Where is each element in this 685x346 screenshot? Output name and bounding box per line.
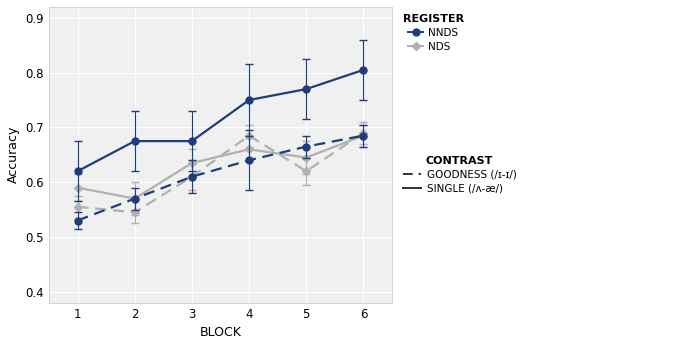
X-axis label: BLOCK: BLOCK — [199, 326, 241, 339]
Y-axis label: Accuracy: Accuracy — [7, 126, 20, 183]
Legend: GOODNESS (/ɪ-ɪ/), SINGLE (/ʌ-æ/): GOODNESS (/ɪ-ɪ/), SINGLE (/ʌ-æ/) — [401, 154, 519, 195]
